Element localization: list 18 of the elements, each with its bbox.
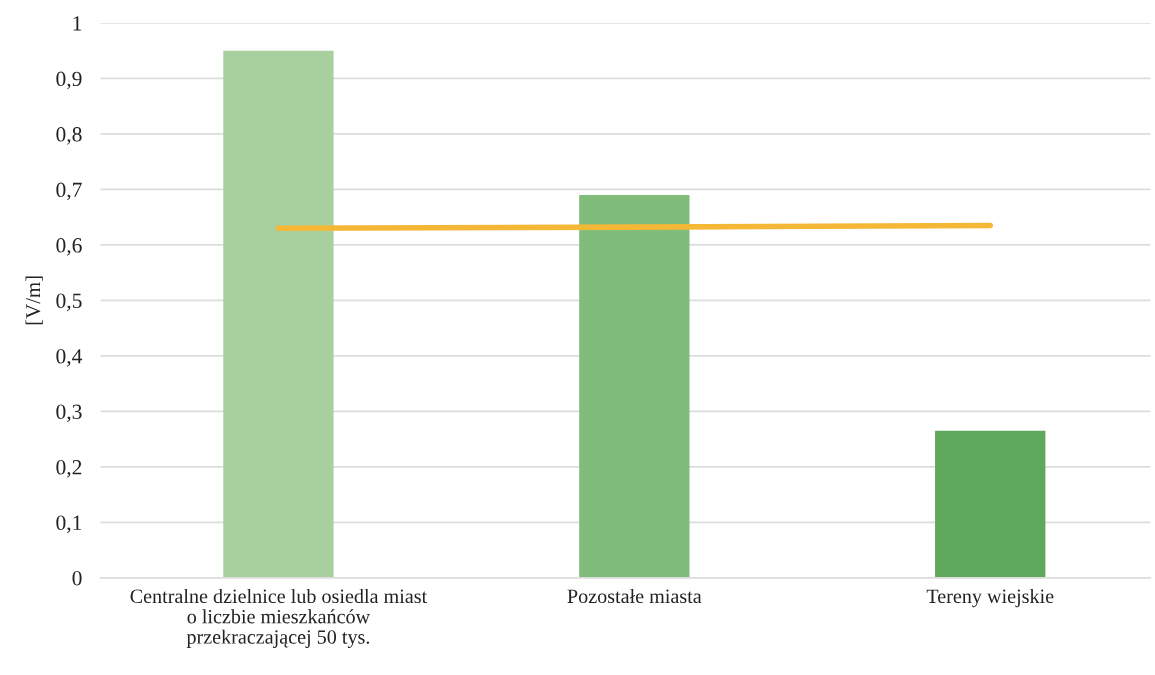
- y-tick-label: 0,5: [56, 293, 82, 312]
- y-tick-label: 0,6: [56, 238, 82, 256]
- y-tick-label: 0,2: [56, 459, 82, 478]
- bar: [579, 194, 690, 578]
- x-tick-label: Tereny wiejskie: [926, 588, 1054, 608]
- y-tick-label: 0,9: [56, 71, 82, 90]
- x-tick-label: Centralne dzielnice lub osiedla miast o liczbie mieszkańców przekraczającej 50 tys.: [130, 588, 428, 648]
- x-tick-label: Pozostałe miasta: [567, 588, 702, 604]
- y-tick-label: 0,4: [56, 349, 83, 367]
- bar: [223, 50, 334, 578]
- y-tick-label: 0: [72, 570, 82, 586]
- y-axis-title: [V/m]: [25, 276, 43, 325]
- bar: [935, 430, 1046, 578]
- y-tick-label: 1: [73, 16, 82, 31]
- y-tick-label: 0,7: [56, 182, 82, 201]
- y-tick-label: 0,8: [56, 127, 82, 145]
- y-tick-label: 0,3: [56, 404, 82, 423]
- y-tick-label: 0,1: [56, 515, 82, 534]
